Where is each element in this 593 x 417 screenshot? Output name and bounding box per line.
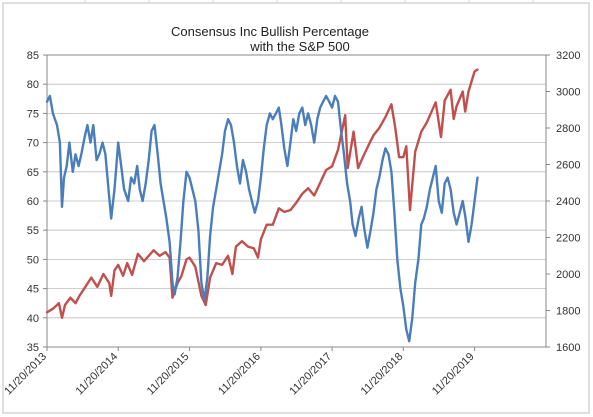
left-tick-label: 50 bbox=[27, 254, 39, 266]
right-tick-label: 1800 bbox=[556, 306, 580, 318]
sp500-series-line bbox=[45, 68, 479, 319]
right-y-axis-ticks: 1600 1800 2000 2200 2400 2600 2800 3000 3200 bbox=[546, 50, 580, 354]
chart-subtitle: with the S&P 500 bbox=[249, 39, 350, 54]
left-tick-label: 45 bbox=[27, 284, 39, 296]
left-tick-label: 35 bbox=[27, 342, 39, 354]
series-layer bbox=[45, 68, 479, 343]
right-tick-label: 1600 bbox=[556, 342, 580, 354]
spreadsheet-gridlines bbox=[84, 0, 534, 4]
right-tick-label: 2400 bbox=[556, 196, 580, 208]
left-tick-label: 55 bbox=[27, 225, 39, 237]
right-tick-label: 2200 bbox=[556, 233, 580, 245]
right-tick-label: 3000 bbox=[556, 87, 580, 99]
right-tick-label: 3200 bbox=[556, 50, 580, 62]
chart-area bbox=[2, 2, 590, 414]
chart-title: Consensus Inc Bullish Percentage bbox=[171, 24, 369, 39]
left-tick-label: 40 bbox=[27, 313, 39, 325]
left-tick-label: 70 bbox=[27, 138, 39, 150]
right-tick-label: 2000 bbox=[556, 269, 580, 281]
left-tick-label: 85 bbox=[27, 50, 39, 62]
left-tick-label: 75 bbox=[27, 108, 39, 120]
left-tick-label: 80 bbox=[27, 79, 39, 91]
right-tick-label: 2600 bbox=[556, 160, 580, 172]
left-y-axis-ticks: 35 40 45 50 55 60 65 70 75 80 85 bbox=[27, 50, 47, 354]
bullish-percentage-series-line bbox=[45, 94, 479, 343]
left-tick-label: 60 bbox=[27, 196, 39, 208]
left-tick-label: 65 bbox=[27, 167, 39, 179]
right-tick-label: 2800 bbox=[556, 123, 580, 135]
